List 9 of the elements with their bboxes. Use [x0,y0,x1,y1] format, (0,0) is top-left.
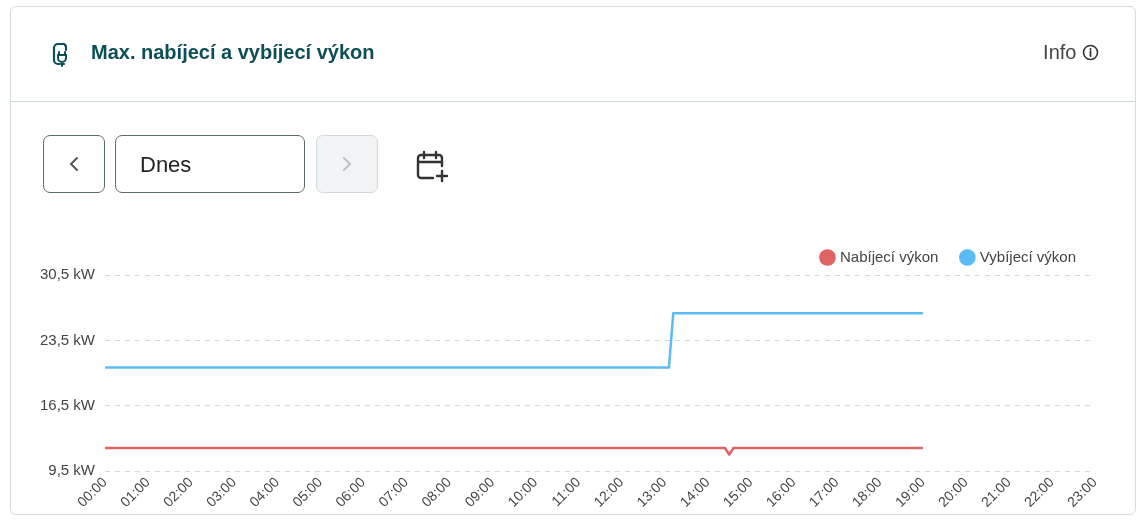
date-field: Dnes [115,135,305,193]
text: Info [1043,41,1077,63]
legend-label: Vybíjecí výkon [979,247,1076,265]
y-tick-label: 9,5 kW [48,461,96,479]
y-tick-label: 30,5 kW [39,265,96,283]
y-tick-label: 16,5 kW [39,396,96,414]
chart-title: Max. nabíjecí a vybíjecí výkon [91,41,375,64]
y-tick-label: 23,5 kW [39,330,96,348]
legend-label: Nabíjecí výkon [839,247,939,265]
